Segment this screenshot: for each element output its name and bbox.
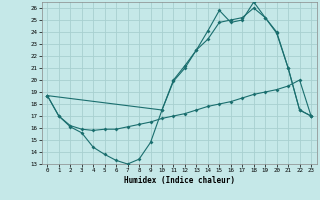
X-axis label: Humidex (Indice chaleur): Humidex (Indice chaleur) bbox=[124, 176, 235, 185]
